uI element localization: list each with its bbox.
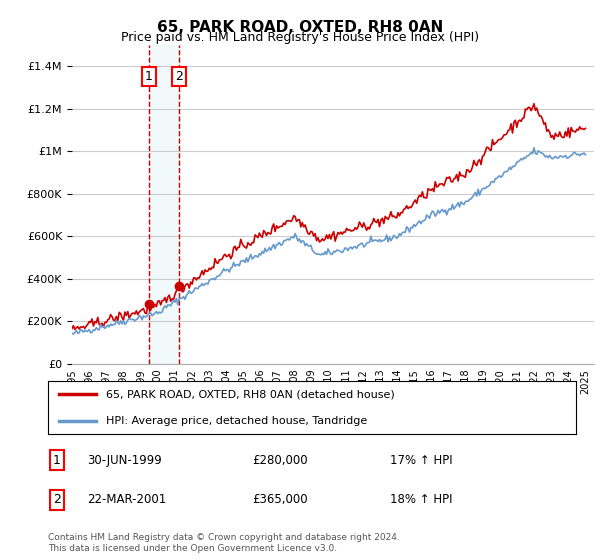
Text: 65, PARK ROAD, OXTED, RH8 0AN (detached house): 65, PARK ROAD, OXTED, RH8 0AN (detached … [106,389,395,399]
Text: 30-JUN-1999: 30-JUN-1999 [87,454,162,467]
Text: 2: 2 [175,70,183,83]
Text: 1: 1 [53,454,61,467]
Text: £365,000: £365,000 [252,493,308,506]
Text: 65, PARK ROAD, OXTED, RH8 0AN: 65, PARK ROAD, OXTED, RH8 0AN [157,20,443,35]
Text: Price paid vs. HM Land Registry's House Price Index (HPI): Price paid vs. HM Land Registry's House … [121,31,479,44]
Text: 2: 2 [53,493,61,506]
Text: HPI: Average price, detached house, Tandridge: HPI: Average price, detached house, Tand… [106,416,367,426]
Text: £280,000: £280,000 [252,454,308,467]
Bar [149,45,179,364]
Text: 17% ↑ HPI: 17% ↑ HPI [390,454,452,467]
Text: Contains HM Land Registry data © Crown copyright and database right 2024.
This d: Contains HM Land Registry data © Crown c… [48,533,400,553]
Text: 22-MAR-2001: 22-MAR-2001 [87,493,166,506]
Text: 1: 1 [145,70,153,83]
Text: 18% ↑ HPI: 18% ↑ HPI [390,493,452,506]
